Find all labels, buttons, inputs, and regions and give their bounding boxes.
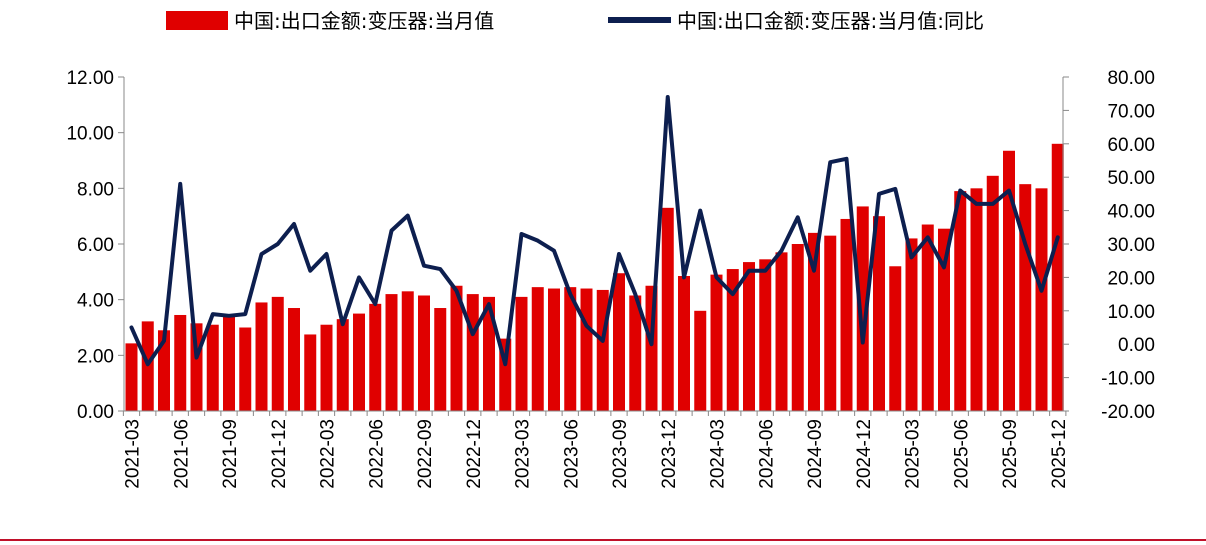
x-tick-label: 2024-03	[708, 419, 729, 489]
bar	[580, 288, 593, 411]
bar	[158, 330, 170, 411]
y-right-tick-label: -10.00	[1101, 369, 1155, 390]
bar	[548, 288, 560, 411]
y-right-tick-label: 50.00	[1107, 168, 1155, 189]
y-left-tick-label: 0.00	[77, 402, 114, 423]
bar	[288, 308, 300, 411]
x-tick-label: 2021-09	[220, 419, 241, 489]
y-right-tick-label: -20.00	[1101, 402, 1155, 423]
x-tick-label: 2022-06	[366, 419, 387, 489]
bar	[401, 291, 414, 411]
y-left-tick-label: 10.00	[66, 124, 114, 145]
x-tick-label: 2025-03	[903, 419, 924, 489]
x-tick-label: 2023-09	[610, 419, 631, 489]
x-tick-label: 2024-12	[854, 419, 875, 489]
y-right-tick-label: 80.00	[1107, 68, 1155, 89]
x-tick-label: 2022-12	[464, 419, 485, 489]
x-tick-label: 2025-06	[951, 419, 972, 489]
y-left-tick-label: 12.00	[66, 68, 114, 89]
x-tick-label: 2023-06	[561, 419, 582, 489]
y-right-tick-label: 10.00	[1107, 302, 1155, 323]
x-tick-label: 2021-03	[123, 419, 144, 489]
bar	[353, 313, 365, 411]
bar	[938, 228, 950, 411]
x-tick-label: 2021-06	[171, 419, 192, 489]
bar	[661, 207, 674, 411]
bar	[304, 334, 317, 411]
bar	[726, 269, 739, 411]
yoy-line	[129, 95, 1060, 367]
bar	[255, 302, 268, 411]
bar	[466, 294, 479, 411]
bar	[271, 296, 284, 411]
bar	[808, 232, 820, 411]
y-right-tick-label: 40.00	[1107, 202, 1155, 223]
bar	[629, 295, 642, 411]
bar	[1051, 143, 1064, 412]
y-right-tick-label: 70.00	[1107, 101, 1155, 122]
x-tick-label: 2022-09	[415, 419, 436, 489]
bar	[206, 324, 219, 411]
bar	[954, 191, 967, 411]
bar	[434, 308, 447, 411]
x-tick-label: 2023-12	[659, 419, 680, 489]
y-right-tick-label: 60.00	[1107, 135, 1155, 156]
bar	[824, 235, 837, 411]
bar	[775, 252, 788, 411]
bar	[759, 259, 772, 411]
bar	[840, 218, 853, 411]
y-left-tick-label: 2.00	[77, 346, 114, 367]
y-right-tick-label: 0.00	[1118, 335, 1155, 356]
bar	[515, 296, 528, 411]
bar	[531, 287, 544, 411]
legend-bar-swatch	[166, 11, 228, 30]
x-tick-label: 2024-06	[756, 419, 777, 489]
y-left-tick-label: 8.00	[77, 179, 114, 200]
x-tick-label: 2021-12	[269, 419, 290, 489]
bar	[1019, 184, 1032, 411]
y-right-tick-label: 20.00	[1107, 268, 1155, 289]
legend-bar-label: 中国:出口金额:变压器:当月值	[234, 9, 494, 33]
y-right-tick-label: 30.00	[1107, 235, 1155, 256]
bar	[320, 324, 333, 411]
bar	[1035, 188, 1048, 411]
legend: 中国:出口金额:变压器:当月值 中国:出口金额:变压器:当月值:同比	[166, 9, 984, 33]
bar	[174, 314, 187, 411]
bar	[905, 238, 918, 411]
bar	[239, 327, 252, 411]
bar	[223, 316, 235, 411]
y-left-tick-label: 4.00	[77, 291, 114, 312]
x-tick-label: 2025-09	[1000, 419, 1021, 489]
bar	[450, 285, 463, 411]
legend-line-label: 中国:出口金额:变压器:当月值:同比	[677, 9, 984, 33]
bar	[678, 276, 690, 411]
bar	[856, 206, 869, 411]
bar	[873, 216, 885, 411]
bar	[336, 319, 349, 411]
bar	[385, 294, 398, 411]
x-tick-label: 2025-12	[1049, 419, 1070, 489]
bar	[1003, 150, 1015, 411]
plot-area: 0.00 2.00 4.00 6.00 8.00 10.00 12.00 -20.00 -10.…	[66, 68, 1155, 489]
bar	[743, 262, 755, 411]
bar	[970, 188, 983, 411]
x-tick-label: 2022-03	[318, 419, 339, 489]
bar	[483, 296, 495, 411]
x-tick-label: 2023-03	[513, 419, 534, 489]
bar	[564, 287, 577, 411]
bar	[694, 310, 707, 411]
bar	[418, 295, 430, 411]
bar	[889, 266, 902, 411]
bar	[986, 175, 999, 411]
bar	[369, 303, 382, 411]
y-left-tick-label: 6.00	[77, 235, 114, 256]
x-tick-label: 2024-09	[805, 419, 826, 489]
bar	[125, 343, 138, 411]
bar	[791, 244, 804, 411]
bar	[710, 274, 723, 411]
bar	[613, 273, 625, 411]
bar	[921, 224, 934, 411]
